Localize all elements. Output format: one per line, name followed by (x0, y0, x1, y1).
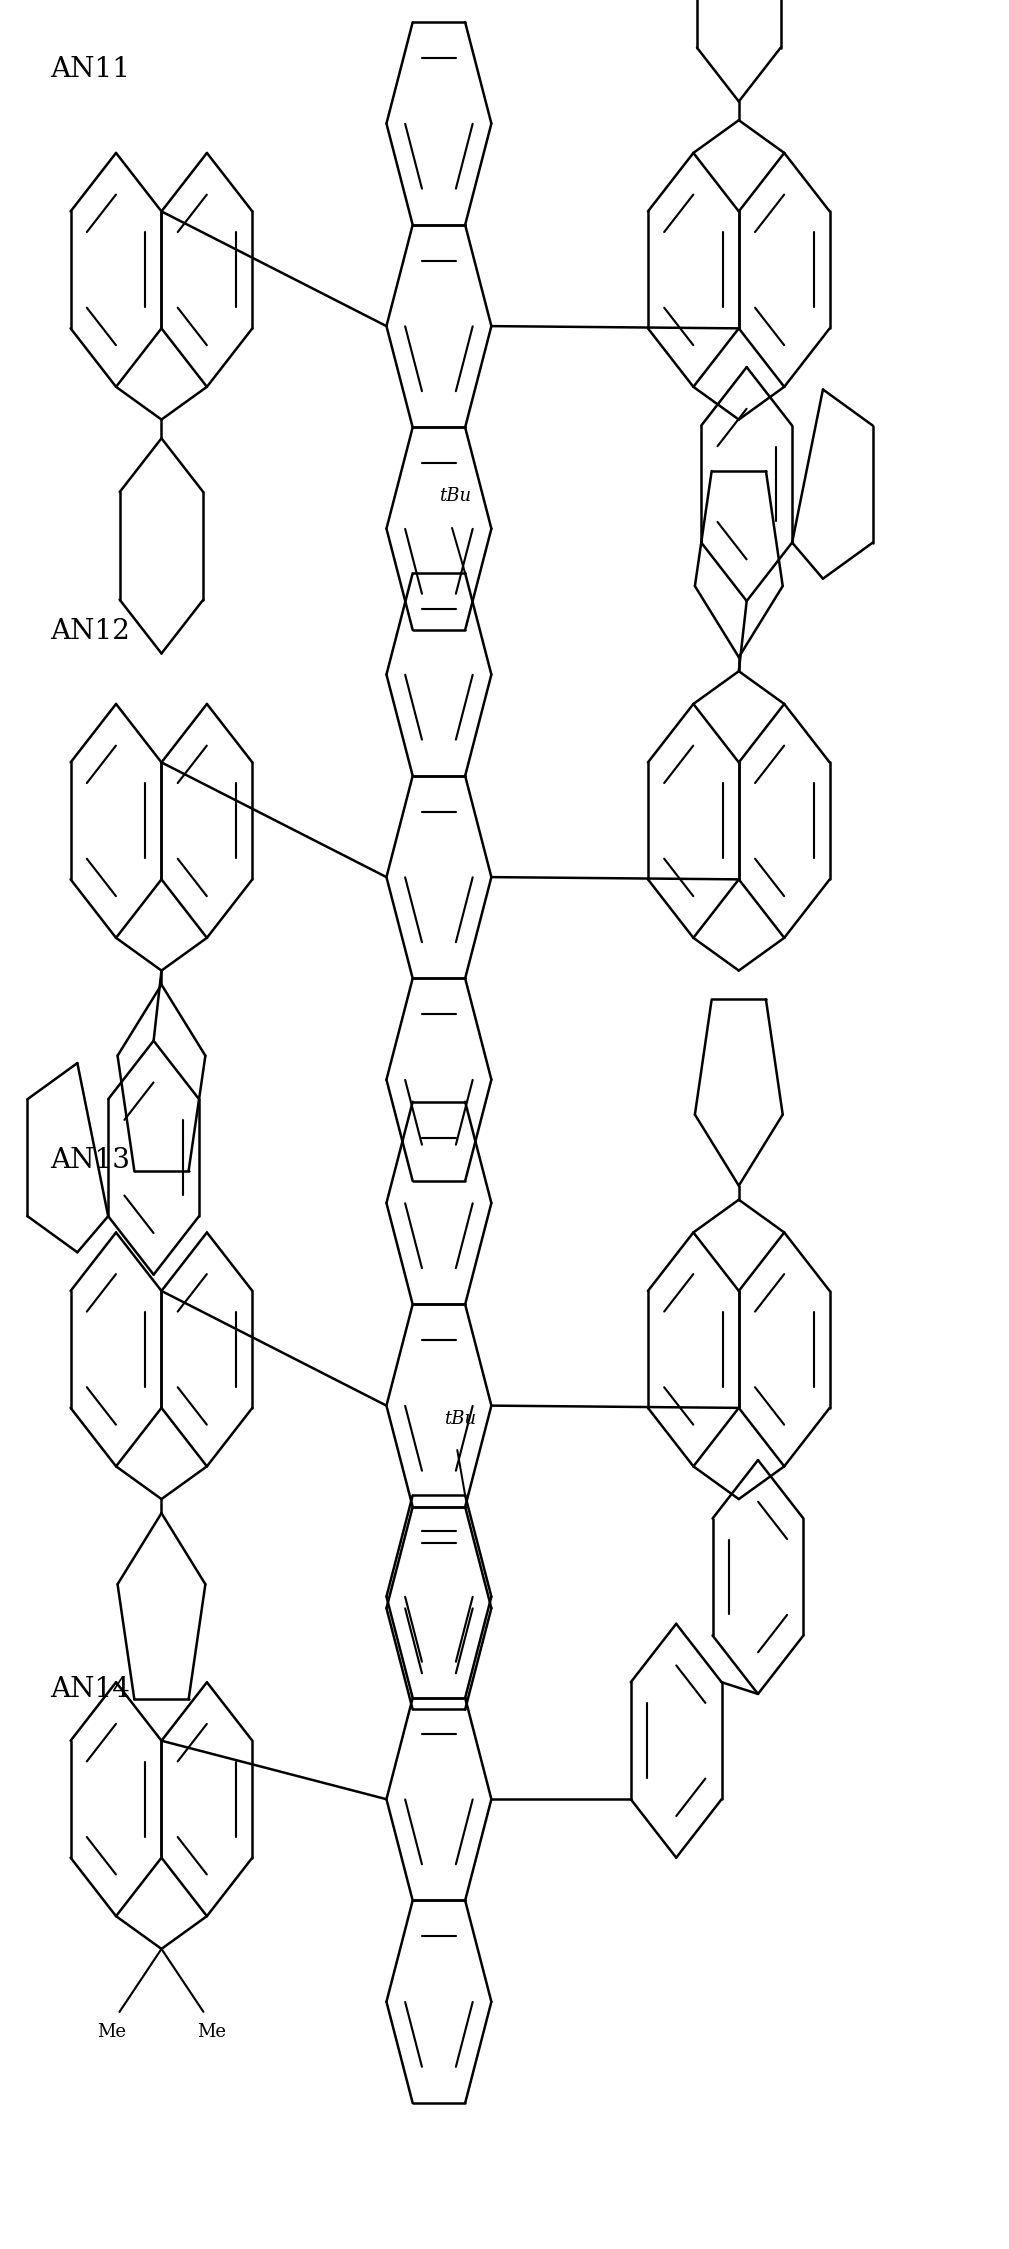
Text: Me: Me (97, 2024, 126, 2042)
Text: AN13: AN13 (50, 1147, 130, 1174)
Text: Me: Me (197, 2024, 226, 2042)
Text: AN11: AN11 (50, 56, 130, 83)
Text: AN12: AN12 (50, 618, 130, 645)
Text: tBu: tBu (444, 1410, 476, 1428)
Text: AN14: AN14 (50, 1676, 130, 1702)
Text: tBu: tBu (439, 488, 471, 506)
